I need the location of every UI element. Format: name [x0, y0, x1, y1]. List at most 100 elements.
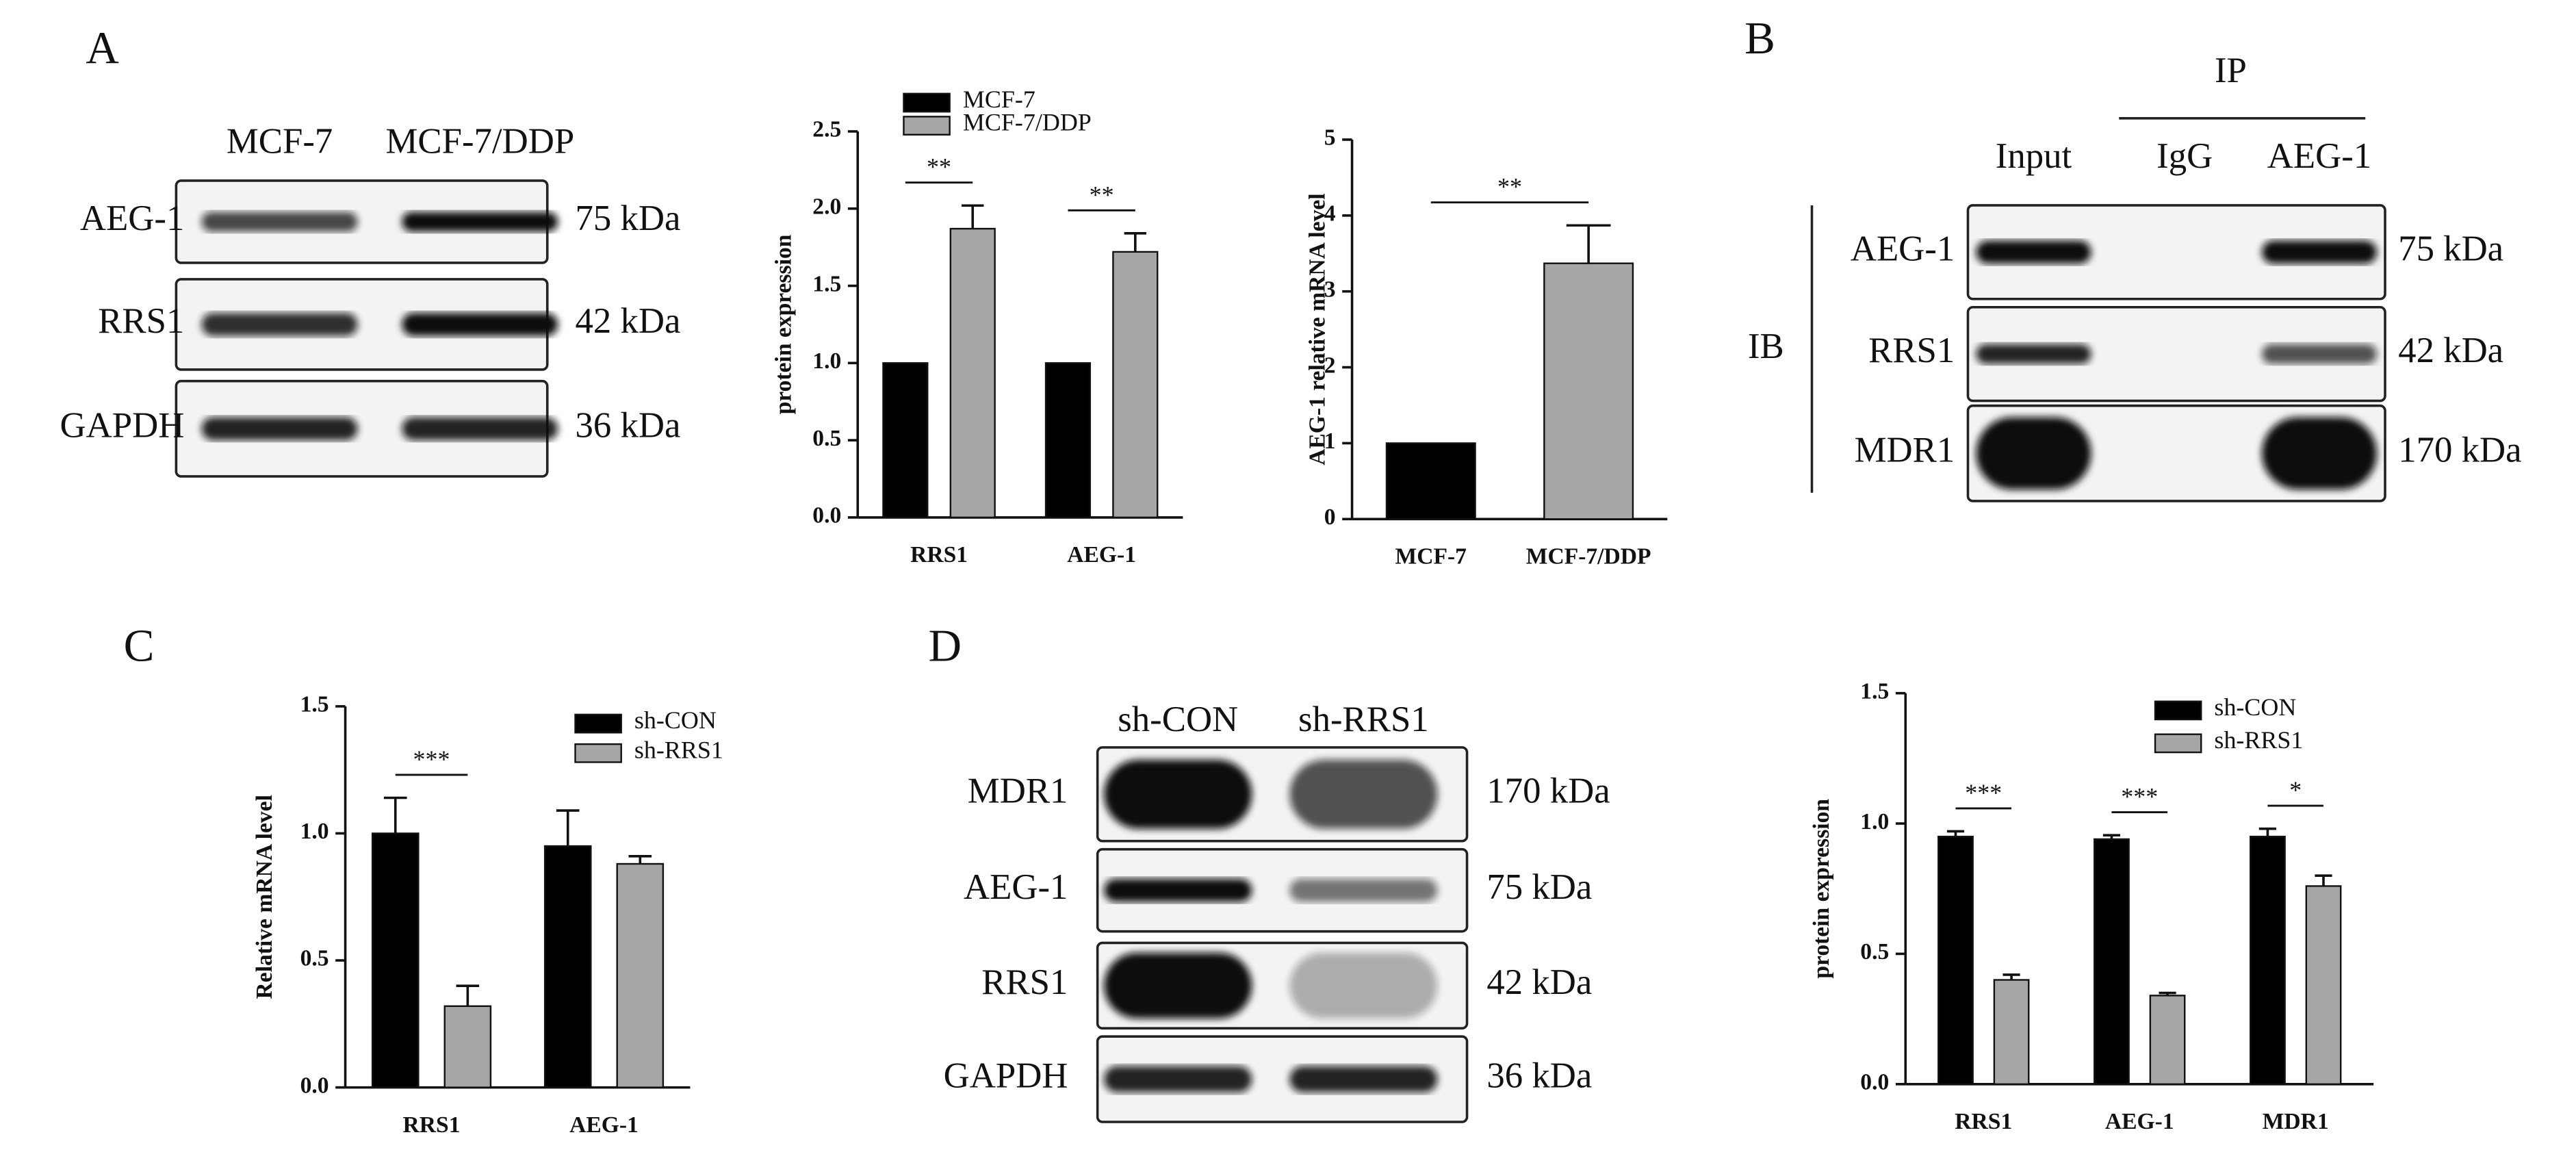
panel-letter: A — [86, 22, 119, 73]
y-tick-label: 1.0 — [812, 348, 841, 374]
blot-band — [2262, 240, 2378, 264]
blot-band — [2262, 344, 2378, 364]
blot-band — [201, 313, 358, 336]
y-tick-label: 0.0 — [300, 1073, 329, 1098]
blot-band — [1289, 878, 1438, 902]
x-tick-label: RRS1 — [910, 542, 968, 567]
bar — [1993, 979, 2030, 1086]
protein-label: RRS1 — [98, 301, 184, 341]
legend-swatch — [903, 92, 951, 113]
panel-letter: D — [928, 620, 962, 672]
x-tick-label: RRS1 — [1955, 1109, 2012, 1134]
size-label: 42 kDa — [2398, 331, 2503, 370]
blot-band — [201, 417, 358, 441]
error-bar — [1124, 232, 1147, 252]
protein-label: MDR1 — [968, 771, 1068, 810]
error-bar — [2002, 973, 2020, 980]
bar — [1937, 835, 1974, 1086]
y-tick-label: 0 — [1324, 504, 1336, 530]
lane-label: Input — [1996, 136, 2072, 176]
lane-label: sh-RRS1 — [1298, 700, 1429, 739]
blot-frame — [1966, 305, 2386, 402]
y-axis-label: protein expression — [1809, 799, 1834, 979]
blot-band — [1289, 1066, 1438, 1092]
blot-band — [201, 212, 358, 232]
size-label: 75 kDa — [576, 199, 681, 238]
blot-band — [1104, 952, 1252, 1019]
y-tick-label: 1.5 — [300, 692, 329, 717]
blot-band — [2262, 417, 2378, 490]
panel-letter: B — [1744, 12, 1775, 64]
legend-label: MCF-7 — [963, 86, 1035, 113]
bar — [1543, 262, 1634, 520]
legend-swatch — [2154, 733, 2202, 754]
legend-label: MCF-7/DDP — [963, 109, 1092, 136]
y-tick-label: 0.0 — [812, 503, 841, 528]
y-tick-label: 5 — [1324, 125, 1336, 151]
y-tick-label: 1.5 — [1860, 678, 1889, 704]
y-tick-label: 1.0 — [1860, 809, 1889, 834]
lane-label: MCF-7 — [227, 121, 333, 161]
bar — [1112, 251, 1159, 519]
bar — [616, 862, 665, 1088]
y-tick-label: 2.0 — [812, 194, 841, 219]
error-bar — [456, 984, 480, 1006]
protein-label: RRS1 — [1868, 331, 1955, 370]
significance-label: ** — [1090, 181, 1114, 208]
y-axis-label: Relative mRNA level — [252, 795, 277, 999]
bar — [949, 227, 996, 519]
significance-label: * — [2289, 776, 2302, 804]
x-tick-label: AEG-1 — [569, 1112, 639, 1138]
blot-band — [402, 417, 558, 441]
x-tick-label: MCF-7 — [1395, 544, 1467, 570]
y-tick-label: 4 — [1324, 201, 1336, 227]
y-axis-label: AEG-1 relative mRNA level — [1304, 193, 1330, 465]
blot-band — [1976, 240, 2091, 264]
legend-label: sh-CON — [634, 706, 717, 734]
x-tick-label: AEG-1 — [2105, 1109, 2174, 1134]
significance-label: ** — [1497, 173, 1522, 201]
blot-band — [1104, 1066, 1252, 1092]
lane-label: IgG — [2156, 136, 2213, 176]
size-label: 75 kDa — [2398, 229, 2503, 268]
legend-label: sh-RRS1 — [2214, 726, 2303, 754]
blot-band — [1104, 759, 1252, 829]
bar — [543, 845, 592, 1088]
x-tick-label: AEG-1 — [1067, 542, 1136, 567]
protein-label: AEG-1 — [80, 199, 184, 238]
bar — [2250, 835, 2286, 1086]
legend-swatch — [574, 713, 622, 734]
bar — [443, 1005, 492, 1088]
y-tick-label: 2.5 — [812, 117, 841, 142]
blot-band — [402, 212, 558, 232]
y-tick-label: 0.5 — [1860, 939, 1889, 964]
lane-label: AEG-1 — [2267, 136, 2371, 176]
error-bar — [2258, 827, 2277, 837]
legend-swatch — [2154, 700, 2202, 721]
ip-label: IP — [2215, 51, 2247, 90]
panel-letter: C — [124, 620, 155, 672]
size-label: 75 kDa — [1486, 867, 1592, 907]
size-label: 170 kDa — [1486, 771, 1610, 810]
error-bar — [383, 796, 407, 834]
significance-label: *** — [2121, 783, 2158, 810]
y-tick-label: 0.5 — [812, 426, 841, 451]
x-tick-label: RRS1 — [403, 1112, 461, 1138]
bar — [2094, 838, 2130, 1086]
protein-label: GAPDH — [944, 1056, 1068, 1096]
blot-frame — [1096, 847, 1469, 933]
blot-band — [402, 313, 558, 336]
y-tick-label: 1 — [1324, 429, 1336, 454]
size-label: 42 kDa — [576, 301, 681, 341]
blot-band — [1289, 952, 1438, 1019]
protein-label: AEG-1 — [964, 867, 1068, 907]
size-label: 42 kDa — [1486, 962, 1592, 1002]
legend-label: sh-CON — [2214, 693, 2296, 721]
blot-band — [1976, 344, 2091, 364]
ib-label: IB — [1748, 327, 1784, 366]
y-axis-label: protein expression — [771, 234, 796, 414]
y-tick-label: 1.0 — [300, 819, 329, 844]
error-bar — [2102, 834, 2121, 839]
